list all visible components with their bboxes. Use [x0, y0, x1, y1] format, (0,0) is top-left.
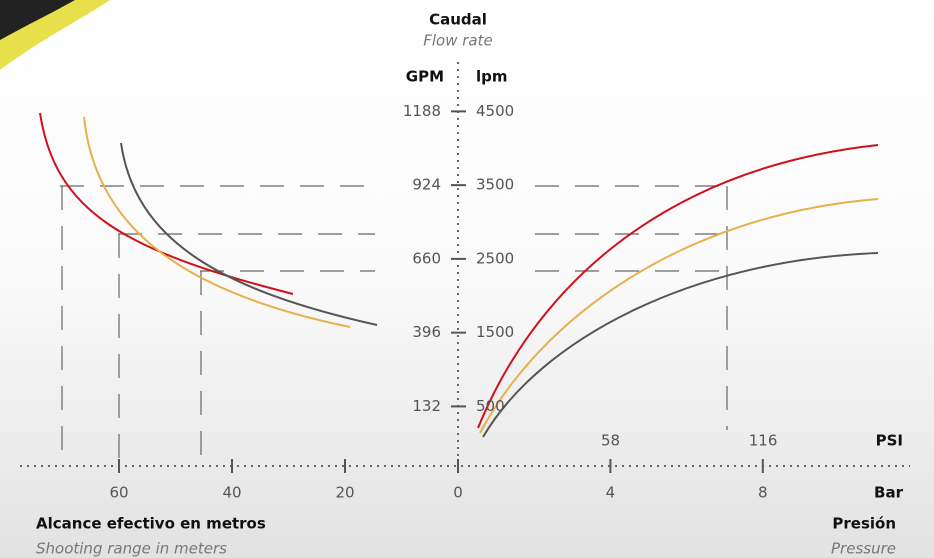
- lpm-tick-label: 2500: [476, 249, 514, 267]
- lpm-tick-label: 4500: [476, 102, 514, 120]
- psi-tick-label: 58: [601, 432, 620, 450]
- curve-red: [477, 144, 879, 429]
- lpm-tick-label: 1500: [476, 323, 514, 341]
- range-subtitle: Shooting range in meters: [36, 540, 227, 558]
- range-title: Alcance efectivo en metros: [36, 515, 266, 533]
- gpm-tick-label: 660: [412, 249, 441, 267]
- bar-tick-label: 8: [758, 484, 768, 502]
- range-tick-label: 40: [222, 484, 241, 502]
- gpm-tick-label: 396: [412, 323, 441, 341]
- pressure-subtitle: Pressure: [831, 540, 896, 558]
- logo-swoosh-dark: [0, 0, 75, 40]
- psi-tick-label: 116: [749, 432, 778, 450]
- gpm-tick-label: 924: [412, 176, 441, 194]
- lpm-tick-label: 500: [476, 397, 505, 415]
- range-tick-label: 20: [335, 484, 354, 502]
- subtitle: Flow rate: [423, 32, 492, 50]
- bar-tick-label: 4: [606, 484, 616, 502]
- left-unit: GPM: [406, 68, 444, 86]
- curve-dark: [482, 252, 879, 438]
- bar-tick-label: 0: [453, 484, 463, 502]
- pressure-title: Presión: [832, 515, 896, 533]
- curve-orange: [479, 198, 879, 434]
- gpm-tick-label: 1188: [403, 102, 441, 120]
- title: Caudal: [429, 11, 487, 29]
- gpm-tick-label: 132: [412, 397, 441, 415]
- lpm-tick-label: 3500: [476, 176, 514, 194]
- right-unit: lpm: [476, 68, 508, 86]
- range-tick-label: 60: [109, 484, 128, 502]
- psi-label: PSI: [876, 432, 903, 450]
- curve-orange: [83, 116, 351, 328]
- curve-dark: [120, 142, 378, 326]
- bar-label: Bar: [874, 484, 904, 502]
